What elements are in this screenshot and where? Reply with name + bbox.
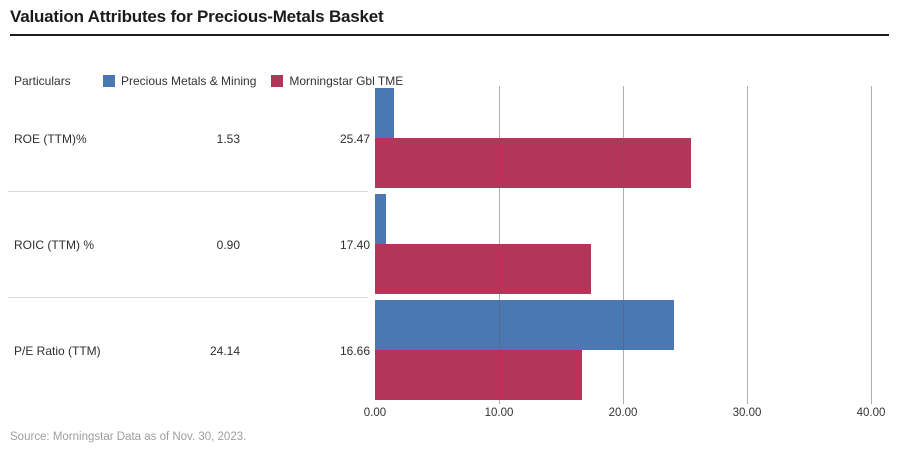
table-row: P/E Ratio (TTM) 24.14 16.66 bbox=[0, 298, 375, 404]
x-tick-label: 10.00 bbox=[484, 407, 514, 419]
bar-precious-metals bbox=[375, 88, 394, 138]
legend-items: Precious Metals & Mining Morningstar Gbl … bbox=[103, 74, 403, 88]
row-label: ROE (TTM)% bbox=[14, 132, 87, 146]
row-value-pmm: 24.14 bbox=[209, 344, 240, 358]
x-tick-label: 40.00 bbox=[856, 407, 886, 419]
x-tick-label: 30.00 bbox=[732, 407, 762, 419]
row-value-pmm: 0.90 bbox=[216, 238, 240, 252]
chart-body: ROE (TTM)% 1.53 25.47 ROIC (TTM) % 0.90 17.40… bbox=[0, 86, 897, 404]
legend-swatch-icon bbox=[103, 75, 115, 87]
bar-gbl-tme bbox=[375, 350, 582, 400]
bar-gbl-tme bbox=[375, 244, 591, 294]
row-value-tme: 25.47 bbox=[339, 132, 370, 146]
x-axis: 0.00 10.00 20.00 30.00 40.00 bbox=[364, 404, 886, 422]
source-note: Source: Morningstar Data as of Nov. 30, … bbox=[10, 431, 247, 443]
particulars-label: Particulars bbox=[14, 74, 71, 88]
x-tick-label: 0.00 bbox=[363, 407, 387, 419]
chart-title: Valuation Attributes for Precious-Metals… bbox=[10, 7, 384, 26]
row-value-tme: 17.40 bbox=[339, 238, 370, 252]
legend-item-2: Morningstar Gbl TME bbox=[271, 74, 403, 88]
legend-swatch-icon bbox=[271, 75, 284, 87]
title-rule bbox=[10, 34, 889, 36]
legend: Particulars Precious Metals & Mining Morn… bbox=[14, 73, 887, 89]
legend-item-1: Precious Metals & Mining bbox=[103, 74, 256, 88]
gridline bbox=[623, 86, 624, 404]
row-label: ROIC (TTM) % bbox=[14, 238, 94, 252]
table-row: ROIC (TTM) % 0.90 17.40 bbox=[0, 192, 375, 298]
legend-item-label: Precious Metals & Mining bbox=[121, 74, 257, 88]
gridline bbox=[747, 86, 748, 404]
gridline bbox=[499, 86, 500, 404]
row-labels: ROE (TTM)% 1.53 25.47 ROIC (TTM) % 0.90 17.40… bbox=[0, 86, 375, 404]
plot-area bbox=[375, 86, 872, 404]
bar-precious-metals bbox=[375, 194, 387, 244]
gridline bbox=[871, 86, 872, 404]
bar-gbl-tme bbox=[375, 138, 691, 188]
bar-group bbox=[375, 298, 871, 404]
row-value-tme: 16.66 bbox=[339, 344, 370, 358]
bar-group bbox=[375, 192, 871, 298]
bar-precious-metals bbox=[375, 300, 675, 350]
row-value-pmm: 1.53 bbox=[216, 132, 240, 146]
table-row: ROE (TTM)% 1.53 25.47 bbox=[0, 86, 375, 192]
row-label: P/E Ratio (TTM) bbox=[14, 344, 101, 358]
x-tick-label: 20.00 bbox=[608, 407, 638, 419]
bar-group bbox=[375, 86, 871, 192]
legend-item-label: Morningstar Gbl TME bbox=[289, 74, 404, 88]
